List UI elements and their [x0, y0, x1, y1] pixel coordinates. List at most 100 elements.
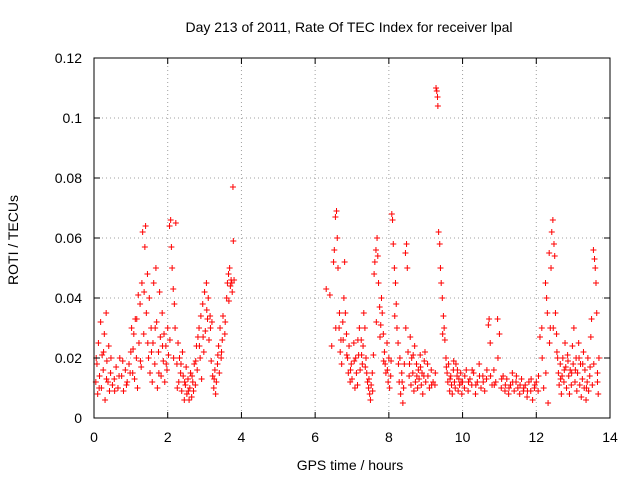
- data-point: [343, 352, 350, 358]
- x-tick-label: 4: [238, 429, 246, 445]
- data-point: [571, 379, 578, 385]
- data-point: [476, 373, 483, 379]
- data-point: [578, 394, 585, 400]
- data-point: [531, 382, 538, 388]
- data-point: [595, 355, 602, 361]
- data-point: [421, 358, 428, 364]
- data-point: [505, 391, 512, 397]
- data-point: [594, 370, 601, 376]
- data-point: [159, 343, 166, 349]
- data-point: [96, 373, 103, 379]
- data-point: [177, 370, 184, 376]
- data-point: [386, 385, 393, 391]
- data-point: [472, 391, 479, 397]
- data-point: [377, 334, 384, 340]
- data-point: [204, 316, 211, 322]
- data-point: [350, 340, 357, 346]
- data-point: [105, 379, 112, 385]
- data-point: [172, 220, 179, 226]
- data-point: [139, 229, 146, 235]
- data-point: [543, 295, 550, 301]
- x-tick-label: 2: [164, 429, 172, 445]
- data-point: [340, 337, 347, 343]
- data-point: [552, 310, 559, 316]
- data-point: [93, 361, 100, 367]
- data-point: [210, 385, 217, 391]
- data-point: [557, 376, 564, 382]
- data-point: [188, 394, 195, 400]
- data-point: [528, 376, 535, 382]
- data-point: [365, 376, 372, 382]
- data-point: [546, 250, 553, 256]
- grid-lines: [94, 58, 610, 418]
- data-point: [390, 241, 397, 247]
- data-point: [384, 367, 391, 373]
- data-point: [170, 286, 177, 292]
- data-point: [474, 379, 481, 385]
- data-point: [428, 382, 435, 388]
- data-point: [469, 367, 476, 373]
- data-point: [189, 373, 196, 379]
- data-point: [549, 217, 556, 223]
- data-point: [579, 376, 586, 382]
- data-point: [183, 364, 190, 370]
- data-point: [494, 355, 501, 361]
- data-point: [155, 370, 162, 376]
- data-point: [222, 319, 229, 325]
- data-point: [323, 286, 330, 292]
- y-tick-label: 0.12: [55, 50, 82, 66]
- data-point: [539, 355, 546, 361]
- data-point: [105, 343, 112, 349]
- data-point: [456, 382, 463, 388]
- data-point: [205, 295, 212, 301]
- data-point: [179, 349, 186, 355]
- data-point: [111, 376, 118, 382]
- data-point: [446, 388, 453, 394]
- data-point: [211, 376, 218, 382]
- data-point: [389, 217, 396, 223]
- data-point: [369, 370, 376, 376]
- data-point: [442, 355, 449, 361]
- data-point: [138, 364, 145, 370]
- data-point: [407, 382, 414, 388]
- data-point: [408, 355, 415, 361]
- data-point: [387, 373, 394, 379]
- data-point: [184, 376, 191, 382]
- data-point: [592, 265, 599, 271]
- data-point: [557, 361, 564, 367]
- data-point: [348, 361, 355, 367]
- data-point: [196, 343, 203, 349]
- data-point: [498, 376, 505, 382]
- data-point: [566, 391, 573, 397]
- data-point: [466, 376, 473, 382]
- data-point: [448, 382, 455, 388]
- data-point: [583, 397, 590, 403]
- data-point: [433, 85, 440, 91]
- data-point: [120, 388, 127, 394]
- data-point: [194, 367, 201, 373]
- data-point: [138, 280, 145, 286]
- y-tick-label: 0.06: [55, 230, 82, 246]
- data-point: [496, 331, 503, 337]
- data-point: [347, 367, 354, 373]
- data-point: [200, 349, 207, 355]
- data-point: [358, 352, 365, 358]
- x-tick-label: 12: [528, 429, 544, 445]
- data-point: [169, 265, 176, 271]
- data-point: [152, 265, 159, 271]
- data-point: [450, 358, 457, 364]
- data-point: [364, 379, 371, 385]
- data-point: [454, 367, 461, 373]
- data-point: [399, 379, 406, 385]
- data-point: [551, 253, 558, 259]
- data-point: [128, 325, 135, 331]
- data-point: [377, 322, 384, 328]
- data-point: [540, 385, 547, 391]
- data-point: [502, 382, 509, 388]
- data-point: [414, 385, 421, 391]
- data-point: [343, 331, 350, 337]
- data-point: [99, 352, 106, 358]
- data-point: [393, 301, 400, 307]
- data-point: [140, 331, 147, 337]
- data-point: [363, 355, 370, 361]
